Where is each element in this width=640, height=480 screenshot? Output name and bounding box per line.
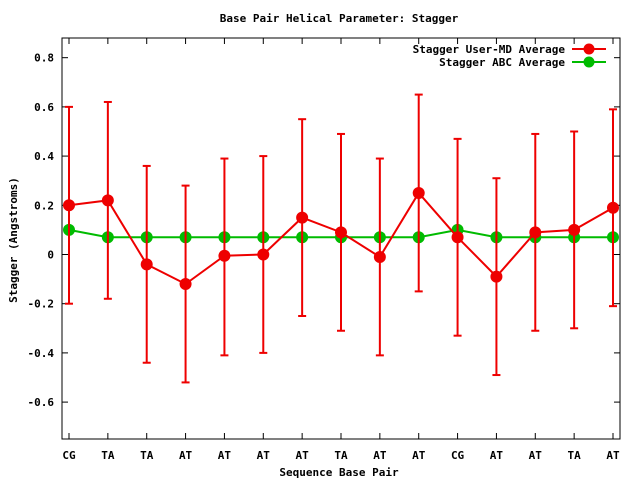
data-point <box>101 194 114 207</box>
data-point <box>490 270 503 283</box>
x-axis-label: Sequence Base Pair <box>279 466 399 479</box>
y-tick-label: -0.4 <box>28 347 55 360</box>
data-point <box>257 248 270 261</box>
y-axis-label: Stagger (Angstroms) <box>7 177 20 303</box>
data-point <box>529 226 542 239</box>
chart-title: Base Pair Helical Parameter: Stagger <box>220 12 459 25</box>
axes-layer: -0.6 -0.4 -0.2 0 0.2 0.4 0.6 0.8 CG TA TA AT AT AT AT T… <box>28 38 620 462</box>
data-point <box>373 250 386 263</box>
legend-label: Stagger ABC Average <box>439 56 565 69</box>
x-tick-label: AT <box>218 449 232 462</box>
x-tick-label: AT <box>373 449 387 462</box>
y-tick-label: 0.4 <box>34 150 54 163</box>
data-point <box>179 278 192 291</box>
x-tick-label: AT <box>412 449 426 462</box>
x-tick-label: TA <box>568 449 582 462</box>
y-tick-label: 0 <box>47 248 54 261</box>
y-tick-label: -0.2 <box>28 298 55 311</box>
x-tick-label: AT <box>490 449 504 462</box>
data-point <box>568 223 581 236</box>
legend-label: Stagger User-MD Average <box>413 43 566 56</box>
x-tick-label: TA <box>101 449 115 462</box>
data-point <box>63 199 75 212</box>
x-tick-label: AT <box>296 449 310 462</box>
x-tick-label: AT <box>606 449 620 462</box>
data-point <box>451 231 464 244</box>
legend-swatch-marker <box>583 43 595 55</box>
x-tick-label: AT <box>179 449 193 462</box>
x-tick-label: TA <box>140 449 154 462</box>
x-tick-label: AT <box>257 449 271 462</box>
x-tick-label: CG <box>62 449 76 462</box>
y-tick-label: -0.6 <box>28 396 55 409</box>
data-point <box>412 186 425 199</box>
legend-swatch-marker <box>583 56 595 68</box>
x-tick-label: CG <box>451 449 465 462</box>
data-point <box>140 258 153 271</box>
data-point <box>218 249 231 262</box>
data-point <box>296 211 309 224</box>
series-layer <box>63 93 619 384</box>
y-tick-label: 0.6 <box>34 101 54 114</box>
data-point <box>607 201 619 214</box>
y-tick-label: 0.2 <box>34 199 54 212</box>
data-point <box>335 226 347 239</box>
x-tick-label: AT <box>529 449 543 462</box>
y-tick-label: 0.8 <box>34 52 54 65</box>
x-tick-label: TA <box>334 449 348 462</box>
